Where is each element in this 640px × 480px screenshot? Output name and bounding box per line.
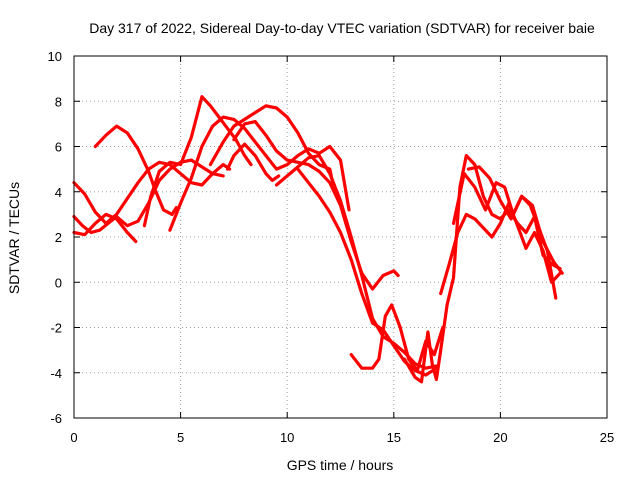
series-track-10 — [274, 154, 438, 370]
data-layer — [72, 95, 564, 384]
y-tick-label: -4 — [50, 366, 62, 381]
grid-layer — [74, 56, 607, 418]
y-tick-label: -2 — [50, 321, 62, 336]
series-track-3 — [72, 212, 138, 244]
series-track-11 — [296, 167, 438, 377]
x-axis-label: GPS time / hours — [287, 457, 394, 473]
chart-title: Day 317 of 2022, Sidereal Day-to-day VTE… — [89, 20, 595, 36]
series-track-7 — [208, 104, 336, 192]
y-tick-label: 8 — [55, 94, 62, 109]
series-track-16 — [466, 165, 564, 275]
series-track-4 — [93, 124, 178, 216]
x-tick-label: 0 — [70, 430, 77, 445]
x-tick-label: 20 — [493, 430, 507, 445]
y-tick-label: -6 — [50, 411, 62, 426]
x-tick-label: 25 — [600, 430, 614, 445]
y-tick-label: 4 — [55, 185, 62, 200]
series-track-5 — [142, 95, 253, 228]
y-axis-label: SDTVAR / TECUs — [6, 182, 22, 294]
x-tick-label: 5 — [177, 430, 184, 445]
series-track-8 — [225, 142, 281, 182]
series-track-9 — [232, 120, 400, 291]
series-track-6 — [168, 115, 351, 232]
y-axis: -6 -4 -2 0 2 4 6 8 10 — [48, 49, 607, 426]
series-track-13 — [402, 154, 562, 384]
y-tick-label: 0 — [55, 275, 62, 290]
y-tick-label: 2 — [55, 230, 62, 245]
y-tick-label: 10 — [48, 49, 62, 64]
x-tick-label: 15 — [387, 430, 401, 445]
x-axis: 0 5 10 15 20 25 — [70, 56, 614, 445]
plot-frame — [73, 55, 608, 419]
y-tick-label: 6 — [55, 140, 62, 155]
series-track-14 — [439, 201, 562, 296]
x-tick-label: 10 — [280, 430, 294, 445]
